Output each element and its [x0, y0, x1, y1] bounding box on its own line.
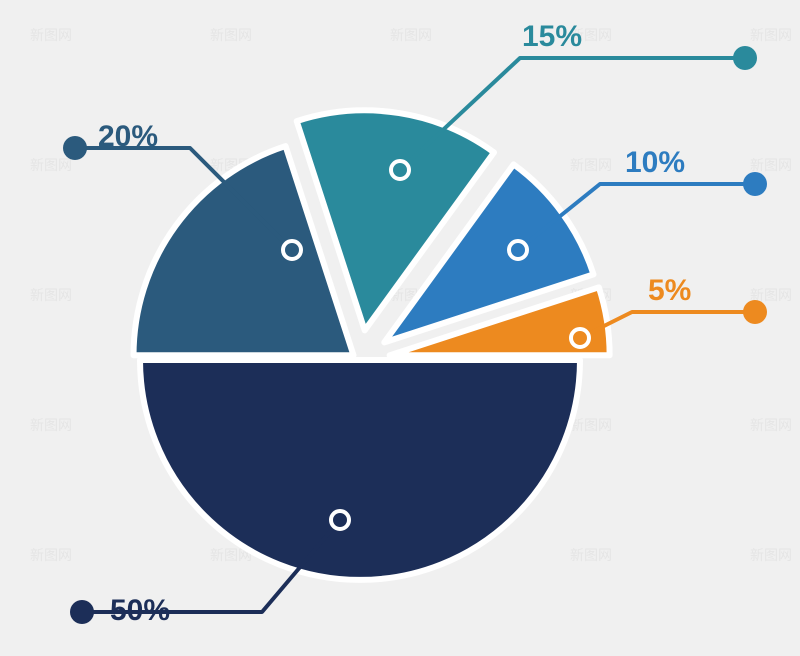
svg-text:新图网: 新图网 — [390, 27, 432, 43]
percent-label: 15% — [522, 20, 582, 53]
svg-text:新图网: 新图网 — [750, 417, 792, 433]
percent-label: 5% — [648, 274, 691, 307]
svg-text:新图网: 新图网 — [570, 547, 612, 563]
svg-text:新图网: 新图网 — [30, 417, 72, 433]
anchor-dot — [331, 511, 349, 529]
svg-text:新图网: 新图网 — [30, 547, 72, 563]
svg-text:新图网: 新图网 — [210, 27, 252, 43]
end-dot — [733, 46, 757, 70]
svg-text:新图网: 新图网 — [30, 157, 72, 173]
end-dot — [743, 300, 767, 324]
percent-label: 10% — [625, 146, 685, 179]
slice-50 — [140, 360, 580, 580]
anchor-dot — [509, 241, 527, 259]
svg-text:新图网: 新图网 — [30, 27, 72, 43]
percent-label: 20% — [98, 120, 158, 153]
anchor-dot — [571, 329, 589, 347]
svg-text:新图网: 新图网 — [750, 157, 792, 173]
pie-chart: 新图网新图网新图网新图网新图网新图网新图网新图网新图网新图网新图网新图网新图网新… — [0, 0, 800, 656]
anchor-dot — [391, 161, 409, 179]
percent-label: 50% — [110, 594, 170, 627]
end-dot — [70, 600, 94, 624]
svg-text:新图网: 新图网 — [750, 547, 792, 563]
anchor-dot — [283, 241, 301, 259]
svg-text:新图网: 新图网 — [30, 287, 72, 303]
svg-text:新图网: 新图网 — [570, 157, 612, 173]
end-dot — [63, 136, 87, 160]
svg-text:新图网: 新图网 — [570, 417, 612, 433]
svg-text:新图网: 新图网 — [750, 27, 792, 43]
end-dot — [743, 172, 767, 196]
